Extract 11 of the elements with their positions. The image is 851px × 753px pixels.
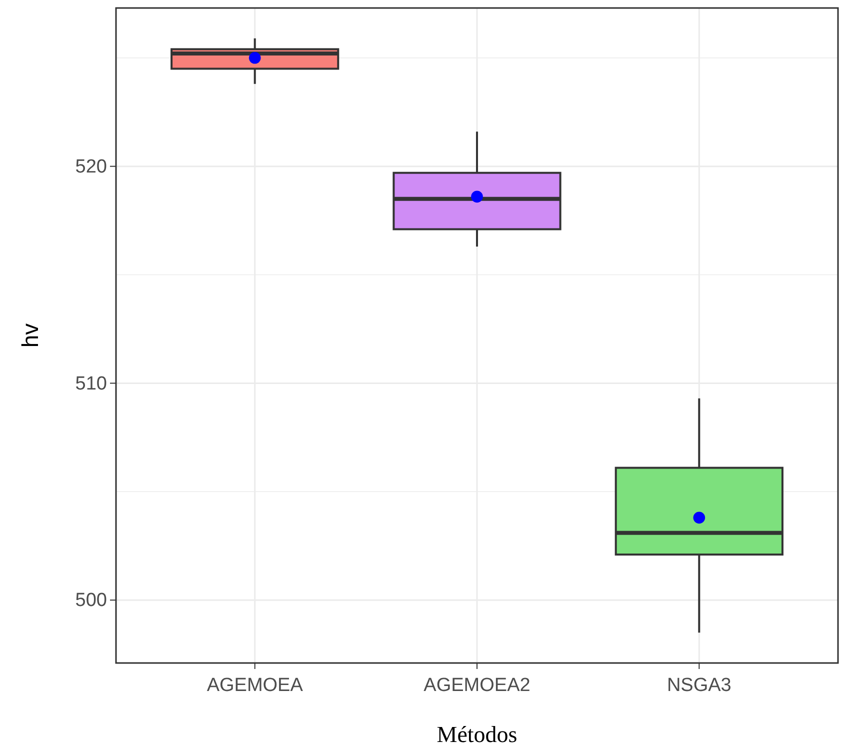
x-tick-label: NSGA3 [666, 675, 732, 696]
x-axis-title: Métodos [436, 722, 518, 747]
y-tick-label: 510 [75, 373, 107, 394]
y-axis-title: hv [17, 322, 43, 348]
y-tick-label: 500 [75, 590, 107, 612]
point [471, 190, 483, 203]
point [248, 52, 261, 64]
point [693, 512, 706, 524]
x-tick-label: AGEMOEA2 [424, 675, 530, 696]
y-tick-label: 520 [75, 156, 107, 178]
x-tick-label: AGEMOEA [206, 675, 304, 696]
